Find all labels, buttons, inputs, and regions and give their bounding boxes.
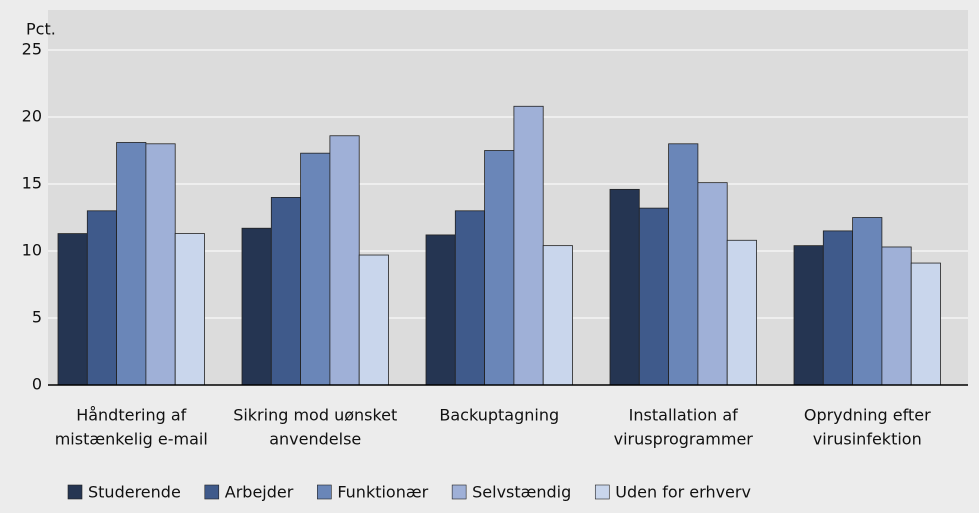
- x-tick-label: Oprydning efter: [804, 406, 931, 425]
- x-tick-label: Installation af: [629, 406, 739, 425]
- legend-label: Arbejder: [225, 483, 294, 502]
- legend-label: Studerende: [88, 483, 181, 502]
- legend-swatch: [451, 484, 467, 500]
- legend-label: Uden for erhverv: [615, 483, 751, 502]
- bar: [542, 245, 573, 386]
- bar: [852, 217, 883, 386]
- bar: [881, 246, 912, 386]
- bar: [454, 210, 485, 386]
- bar: [668, 143, 699, 386]
- bar: [425, 234, 456, 386]
- y-tick-label: 5: [32, 308, 42, 327]
- y-tick-label: 15: [22, 174, 42, 193]
- bar: [241, 227, 272, 386]
- bar: [484, 150, 515, 386]
- x-tick-label: virusinfektion: [813, 430, 922, 449]
- bar: [145, 143, 176, 386]
- bar: [270, 196, 301, 386]
- y-tick-label: 0: [32, 375, 42, 394]
- bar: [910, 262, 941, 386]
- legend-swatch: [67, 484, 83, 500]
- x-tick-label: Backuptagning: [439, 406, 559, 425]
- bar: [358, 254, 389, 386]
- bar: [726, 239, 757, 386]
- x-tick-label: virusprogrammer: [614, 430, 754, 449]
- y-tick-label: 20: [22, 107, 42, 126]
- x-tick-label: mistænkelig e-mail: [55, 430, 208, 449]
- bar: [174, 233, 205, 386]
- legend-label: Funktionær: [337, 483, 428, 502]
- x-tick-label: Håndtering af: [76, 406, 186, 425]
- bar: [697, 182, 728, 386]
- bar: [513, 105, 544, 386]
- legend-label: Selvstændig: [472, 483, 571, 502]
- bar: [300, 152, 331, 386]
- bar: [609, 188, 640, 386]
- bar: [86, 210, 118, 386]
- legend-swatch: [594, 484, 610, 500]
- bar: [329, 135, 360, 386]
- y-tick-label: 25: [22, 40, 42, 59]
- legend-swatch: [204, 484, 220, 500]
- bar: [57, 233, 88, 386]
- y-tick-label: 10: [22, 241, 42, 260]
- bar: [793, 245, 824, 386]
- bar: [822, 230, 853, 386]
- bar: [638, 207, 669, 386]
- legend-swatch: [317, 484, 332, 500]
- x-tick-label: anvendelse: [269, 430, 361, 449]
- y-axis-label: Pct.: [26, 20, 56, 39]
- x-tick-label: Sikring mod uønsket: [233, 406, 397, 425]
- bar: [116, 142, 147, 386]
